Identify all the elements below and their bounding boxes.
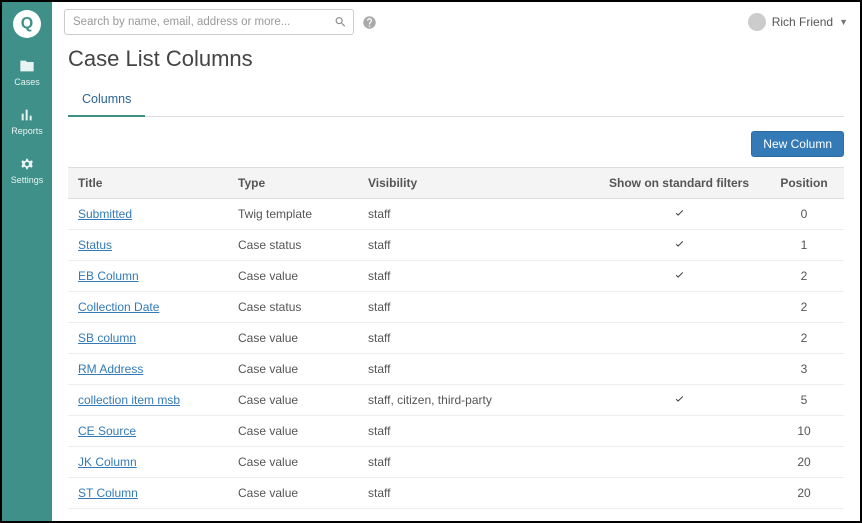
- table-row: collection item msb Case valuestaff, citi…: [68, 385, 844, 416]
- row-show: [594, 416, 764, 447]
- row-title-link[interactable]: collection item msb: [78, 393, 180, 407]
- row-type: Case value: [228, 354, 358, 385]
- check-icon: [674, 393, 685, 407]
- row-visibility: staff: [358, 354, 594, 385]
- new-column-button[interactable]: New Column: [751, 131, 844, 157]
- row-show: [594, 230, 764, 261]
- row-position: 10: [764, 416, 844, 447]
- row-show: [594, 292, 764, 323]
- user-name: Rich Friend: [772, 15, 833, 29]
- check-icon: [674, 207, 685, 221]
- col-header-visibility: Visibility: [358, 168, 594, 199]
- folder-icon: [19, 58, 35, 74]
- table-row: SB column Case valuestaff 2: [68, 323, 844, 354]
- search-input[interactable]: [64, 9, 354, 35]
- col-header-title: Title: [68, 168, 228, 199]
- topbar: Rich Friend ▼: [52, 2, 860, 42]
- row-position: 2: [764, 323, 844, 354]
- row-position: 2: [764, 261, 844, 292]
- row-title-link[interactable]: RM Address: [78, 362, 143, 376]
- row-visibility: staff: [358, 261, 594, 292]
- row-title-link[interactable]: JK Column: [78, 455, 137, 469]
- row-position: 1: [764, 230, 844, 261]
- row-type: Case value: [228, 323, 358, 354]
- row-type: Case value: [228, 447, 358, 478]
- row-show: [594, 447, 764, 478]
- search-wrap: [64, 9, 354, 35]
- col-header-position: Position: [764, 168, 844, 199]
- row-position: 20: [764, 478, 844, 509]
- sidebar-item-label: Reports: [11, 126, 43, 136]
- row-position: 0: [764, 199, 844, 230]
- row-visibility: staff: [358, 478, 594, 509]
- search-icon: [334, 16, 347, 29]
- row-visibility: staff: [358, 292, 594, 323]
- table-row: Submitted Twig templatestaff 0: [68, 199, 844, 230]
- check-icon: [674, 269, 685, 283]
- row-title-link[interactable]: ST Column: [78, 486, 138, 500]
- sidebar-item-label: Cases: [14, 77, 40, 87]
- sidebar-item-reports[interactable]: Reports: [2, 105, 52, 138]
- table-row: CE Source Case valuestaff 10: [68, 416, 844, 447]
- brand-logo[interactable]: Q: [13, 10, 41, 38]
- columns-table: Title Type Visibility Show on standard f…: [68, 167, 844, 509]
- table-row: ST Column Case valuestaff 20: [68, 478, 844, 509]
- caret-down-icon: ▼: [839, 17, 848, 27]
- chart-icon: [19, 107, 35, 123]
- row-type: Case value: [228, 261, 358, 292]
- col-header-type: Type: [228, 168, 358, 199]
- row-type: Case value: [228, 385, 358, 416]
- row-visibility: staff: [358, 199, 594, 230]
- action-row: New Column: [68, 131, 844, 157]
- row-show: [594, 323, 764, 354]
- row-type: Case status: [228, 230, 358, 261]
- row-visibility: staff, citizen, third-party: [358, 385, 594, 416]
- avatar: [748, 13, 766, 31]
- table-row: EB Column Case valuestaff 2: [68, 261, 844, 292]
- row-position: 20: [764, 447, 844, 478]
- sidebar-item-cases[interactable]: Cases: [2, 56, 52, 89]
- row-position: 5: [764, 385, 844, 416]
- row-position: 3: [764, 354, 844, 385]
- content: Case List Columns Columns New Column Tit…: [52, 42, 860, 521]
- row-show: [594, 199, 764, 230]
- sidebar: Q Cases Reports Settings: [2, 2, 52, 521]
- check-icon: [674, 238, 685, 252]
- row-show: [594, 478, 764, 509]
- table-row: RM Address Case valuestaff 3: [68, 354, 844, 385]
- row-type: Twig template: [228, 199, 358, 230]
- row-show: [594, 354, 764, 385]
- user-menu[interactable]: Rich Friend ▼: [748, 13, 848, 31]
- row-type: Case value: [228, 416, 358, 447]
- row-title-link[interactable]: Status: [78, 238, 112, 252]
- gear-icon: [19, 156, 35, 172]
- row-show: [594, 385, 764, 416]
- page-title: Case List Columns: [68, 46, 844, 72]
- row-show: [594, 261, 764, 292]
- row-visibility: staff: [358, 230, 594, 261]
- row-position: 2: [764, 292, 844, 323]
- tabs: Columns: [68, 84, 844, 117]
- row-type: Case value: [228, 478, 358, 509]
- row-title-link[interactable]: Submitted: [78, 207, 132, 221]
- main: Rich Friend ▼ Case List Columns Columns …: [52, 2, 860, 521]
- row-title-link[interactable]: Collection Date: [78, 300, 159, 314]
- col-header-show: Show on standard filters: [594, 168, 764, 199]
- row-title-link[interactable]: EB Column: [78, 269, 139, 283]
- tab-columns[interactable]: Columns: [68, 84, 145, 116]
- table-row: JK Column Case valuestaff 20: [68, 447, 844, 478]
- row-title-link[interactable]: SB column: [78, 331, 136, 345]
- row-title-link[interactable]: CE Source: [78, 424, 136, 438]
- sidebar-item-label: Settings: [11, 175, 44, 185]
- table-row: Collection Date Case statusstaff 2: [68, 292, 844, 323]
- row-visibility: staff: [358, 416, 594, 447]
- sidebar-item-settings[interactable]: Settings: [2, 154, 52, 187]
- row-visibility: staff: [358, 323, 594, 354]
- help-icon[interactable]: [362, 15, 377, 30]
- row-visibility: staff: [358, 447, 594, 478]
- table-row: Status Case statusstaff 1: [68, 230, 844, 261]
- row-type: Case status: [228, 292, 358, 323]
